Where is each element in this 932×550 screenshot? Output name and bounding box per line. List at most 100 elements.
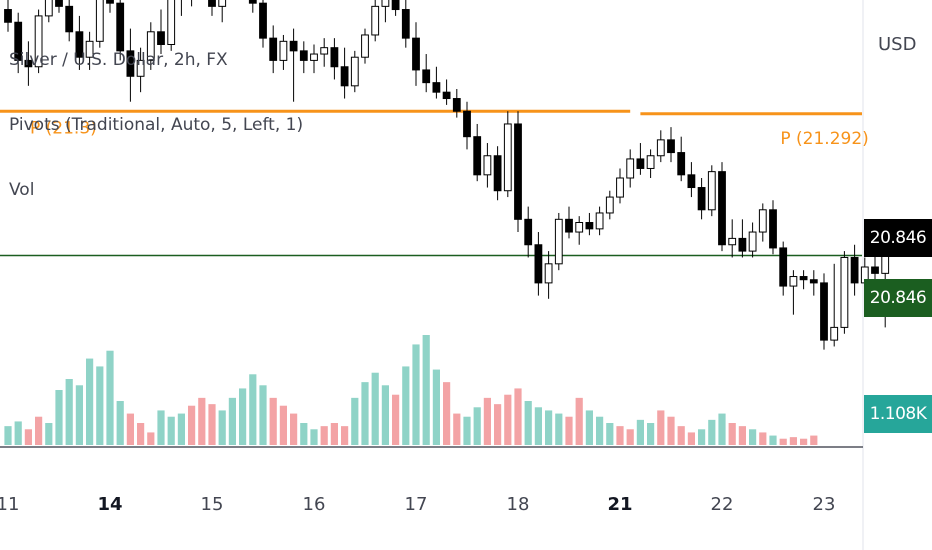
candle-body bbox=[381, 0, 390, 7]
volume-bars bbox=[4, 335, 818, 445]
volume-bar bbox=[473, 407, 481, 445]
volume-bar bbox=[728, 423, 736, 445]
volume-bar bbox=[381, 385, 389, 445]
candle-body bbox=[850, 256, 859, 284]
candle-body bbox=[75, 31, 84, 58]
candle-body bbox=[626, 158, 635, 179]
time-axis-label: 22 bbox=[711, 494, 734, 515]
candle-body bbox=[422, 69, 431, 84]
volume-bar bbox=[239, 388, 247, 445]
candle-body bbox=[167, 0, 176, 45]
candle-body bbox=[361, 34, 369, 58]
candle-body bbox=[585, 222, 594, 230]
volume-bar bbox=[290, 413, 298, 445]
candle-body bbox=[820, 282, 828, 341]
volume-bar bbox=[351, 397, 359, 445]
candle-body bbox=[136, 59, 145, 77]
candle-body bbox=[646, 155, 655, 169]
volume-bar bbox=[422, 335, 430, 445]
volume-bar bbox=[698, 429, 706, 445]
volume-bar bbox=[494, 404, 502, 445]
volume-bar bbox=[636, 419, 644, 445]
candle-body bbox=[758, 209, 767, 233]
volume-bar bbox=[4, 426, 12, 445]
volume-bar bbox=[616, 426, 624, 445]
candle-body bbox=[401, 9, 410, 39]
volume-bar bbox=[361, 382, 369, 445]
candle-body bbox=[269, 37, 278, 61]
legend-volume[interactable]: Vol bbox=[9, 180, 35, 200]
volume-bar bbox=[718, 413, 726, 445]
legend-pivots[interactable]: Pivots (Traditional, Auto, 5, Left, 1) bbox=[9, 115, 304, 135]
candle-body bbox=[544, 263, 553, 284]
time-axis-label: 14 bbox=[97, 494, 122, 515]
candle-body bbox=[748, 231, 757, 252]
volume-bar bbox=[45, 423, 53, 445]
volume-bar bbox=[545, 410, 553, 445]
volume-bar bbox=[657, 410, 665, 445]
candle-body bbox=[595, 212, 604, 230]
volume-bar bbox=[167, 416, 175, 445]
volume-bar bbox=[126, 413, 134, 445]
volume-bar bbox=[157, 410, 165, 445]
chart-grid bbox=[0, 0, 864, 550]
time-axis: 11 14 15 16 17 18 21 22 23 bbox=[0, 494, 835, 515]
candle-body bbox=[677, 152, 686, 176]
candle-body bbox=[320, 47, 329, 55]
candle-body bbox=[769, 209, 777, 249]
last-price-label: 20.846 bbox=[864, 219, 932, 257]
candle-body bbox=[116, 2, 125, 52]
volume-bar bbox=[504, 394, 512, 445]
legend-symbol[interactable]: Silver / U.S. Dollar, 2h, FX bbox=[9, 50, 228, 70]
candle-body bbox=[483, 155, 492, 176]
volume-bar bbox=[86, 358, 94, 445]
volume-bar bbox=[738, 426, 746, 445]
volume-bar bbox=[137, 423, 145, 445]
candle-body bbox=[310, 53, 318, 61]
volume-bar bbox=[626, 429, 634, 445]
candle-body bbox=[493, 155, 502, 192]
volume-bar bbox=[218, 410, 226, 445]
volume-bar bbox=[708, 419, 716, 445]
volume-bar bbox=[330, 423, 338, 445]
candle-body bbox=[565, 218, 573, 233]
volume-bar bbox=[749, 429, 757, 445]
volume-bar bbox=[116, 401, 124, 445]
time-axis-label: 23 bbox=[813, 494, 836, 515]
volume-bar bbox=[585, 410, 593, 445]
candle-body bbox=[534, 244, 543, 284]
volume-bar bbox=[279, 405, 287, 445]
candle-body bbox=[412, 37, 420, 71]
candle-body bbox=[830, 326, 839, 341]
currency-label[interactable]: USD bbox=[878, 34, 917, 55]
volume-bar bbox=[65, 379, 73, 445]
candle-body bbox=[575, 222, 584, 233]
volume-bar bbox=[14, 421, 22, 445]
candle-body bbox=[350, 56, 359, 87]
candle-body bbox=[687, 174, 696, 189]
volume-bar bbox=[208, 404, 216, 445]
time-axis-label: 15 bbox=[201, 494, 224, 515]
candle-body bbox=[279, 40, 288, 61]
volume-bar bbox=[177, 413, 185, 445]
volume-bar bbox=[677, 426, 685, 445]
candle-body bbox=[707, 171, 716, 211]
volume-bar bbox=[443, 382, 451, 445]
time-axis-label: 18 bbox=[507, 494, 530, 515]
candle-body bbox=[871, 266, 879, 274]
volume-bar bbox=[687, 432, 695, 445]
volume-bar bbox=[759, 432, 767, 445]
time-axis-label: 11 bbox=[0, 494, 19, 515]
volume-bar bbox=[810, 435, 818, 445]
volume-bar bbox=[188, 405, 196, 445]
candle-body bbox=[554, 218, 563, 265]
candle-body bbox=[106, 0, 114, 4]
candle-body bbox=[656, 139, 665, 157]
candle-body bbox=[667, 139, 675, 154]
volume-bar bbox=[147, 432, 155, 445]
candle-body bbox=[452, 98, 461, 112]
candle-body bbox=[340, 66, 349, 87]
volume-bar bbox=[341, 426, 349, 445]
candle-body bbox=[299, 50, 308, 61]
